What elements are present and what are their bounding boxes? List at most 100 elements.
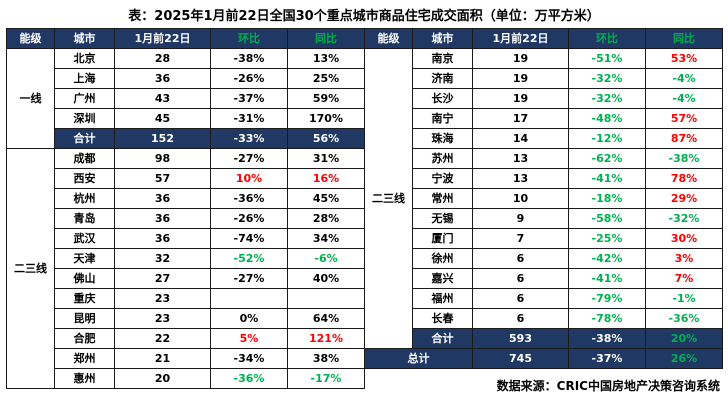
city-cell: 南宁 xyxy=(412,108,473,129)
yoy-cell: 87% xyxy=(645,128,723,149)
table-row: 深圳 45 -31% 170% xyxy=(7,108,365,129)
value-cell: 98 xyxy=(114,148,211,169)
yoy-cell: -6% xyxy=(287,248,365,269)
mom-cell: -78% xyxy=(568,308,646,329)
city-cell: 苏州 xyxy=(412,148,473,169)
subtotal-row: 合计 593 -38% 20% xyxy=(365,328,723,349)
value-cell: 43 xyxy=(114,88,211,109)
value-cell: 36 xyxy=(114,208,211,229)
city-cell: 珠海 xyxy=(412,128,473,149)
yoy-cell: 26% xyxy=(645,348,723,369)
yoy-cell: 45% xyxy=(287,188,365,209)
table-row: 长沙 19 -32% -4% xyxy=(365,88,723,109)
value-cell: 19 xyxy=(472,88,569,109)
column-header: 1月前22日 xyxy=(114,28,211,49)
mom-cell: -58% xyxy=(568,208,646,229)
yoy-cell: -4% xyxy=(645,68,723,89)
mom-cell: -74% xyxy=(210,228,288,249)
table-row: 合肥 22 5% 121% xyxy=(7,328,365,349)
value-cell: 23 xyxy=(114,288,211,309)
city-cell: 上海 xyxy=(54,68,115,89)
mom-cell: -27% xyxy=(210,148,288,169)
yoy-cell: 34% xyxy=(287,228,365,249)
yoy-cell: 57% xyxy=(645,108,723,129)
yoy-cell: 40% xyxy=(287,268,365,289)
value-cell: 32 xyxy=(114,248,211,269)
yoy-cell: 59% xyxy=(287,88,365,109)
mom-cell: -26% xyxy=(210,68,288,89)
value-cell: 23 xyxy=(114,308,211,329)
value-cell: 13 xyxy=(472,148,569,169)
table-row: 青岛 36 -26% 28% xyxy=(7,208,365,229)
report-page: 表：2025年1月前22日全国30个重点城市商品住宅成交面积（单位：万平方米） … xyxy=(6,9,723,393)
value-cell: 19 xyxy=(472,68,569,89)
yoy-cell: 170% xyxy=(287,108,365,129)
data-source: 数据来源：CRIC中国房地产决策咨询系统 xyxy=(496,379,720,393)
city-cell: 长沙 xyxy=(412,88,473,109)
table-row: 佛山 27 -27% 40% xyxy=(7,268,365,289)
yoy-cell: 64% xyxy=(287,308,365,329)
mom-cell: -38% xyxy=(210,48,288,69)
yoy-cell: 28% xyxy=(287,208,365,229)
mom-cell: -32% xyxy=(568,68,646,89)
table-row: 无锡 9 -58% -32% xyxy=(365,208,723,229)
mom-cell: -34% xyxy=(210,348,288,369)
yoy-cell: -38% xyxy=(645,148,723,169)
city-cell: 西安 xyxy=(54,168,115,189)
table-row: 厦门 7 -25% 30% xyxy=(365,228,723,249)
table-row: 常州 10 -18% 29% xyxy=(365,188,723,209)
column-header: 同比 xyxy=(645,28,723,49)
yoy-cell: -1% xyxy=(645,288,723,309)
city-cell: 总计 xyxy=(364,348,473,369)
column-header: 同比 xyxy=(287,28,365,49)
value-cell: 13 xyxy=(472,168,569,189)
yoy-cell: 38% xyxy=(287,348,365,369)
table-row: 珠海 14 -12% 87% xyxy=(365,128,723,149)
city-cell: 福州 xyxy=(412,288,473,309)
value-cell: 28 xyxy=(114,48,211,69)
city-cell: 广州 xyxy=(54,88,115,109)
mom-cell: -12% xyxy=(568,128,646,149)
value-cell: 9 xyxy=(472,208,569,229)
yoy-cell: 13% xyxy=(287,48,365,69)
mom-cell: -48% xyxy=(568,108,646,129)
column-header: 城市 xyxy=(54,28,115,49)
city-cell: 武汉 xyxy=(54,228,115,249)
table-row: 昆明 23 0% 64% xyxy=(7,308,365,329)
yoy-cell: -36% xyxy=(645,308,723,329)
mom-cell: -26% xyxy=(210,208,288,229)
yoy-cell: -4% xyxy=(645,88,723,109)
table-row: 重庆 23 xyxy=(7,288,365,309)
mom-cell: -38% xyxy=(568,328,646,349)
yoy-cell: 3% xyxy=(645,248,723,269)
mom-cell: -36% xyxy=(210,368,288,389)
city-cell: 深圳 xyxy=(54,108,115,129)
table-row: 上海 36 -26% 25% xyxy=(7,68,365,89)
table-row: 南宁 17 -48% 57% xyxy=(365,108,723,129)
value-cell: 36 xyxy=(114,68,211,89)
city-cell: 昆明 xyxy=(54,308,115,329)
table-row: 郑州 21 -34% 38% xyxy=(7,348,365,369)
value-cell: 17 xyxy=(472,108,569,129)
subtotal-row: 合计 152 -33% 56% xyxy=(7,128,365,149)
city-cell: 嘉兴 xyxy=(412,268,473,289)
column-header: 环比 xyxy=(568,28,646,49)
table-header: 能级 城市 1月前22日 环比 同比 xyxy=(6,28,365,49)
mom-cell: -27% xyxy=(210,268,288,289)
value-cell: 36 xyxy=(114,188,211,209)
value-cell: 57 xyxy=(114,168,211,189)
mom-cell: -37% xyxy=(210,88,288,109)
city-cell: 合计 xyxy=(54,128,115,149)
city-cell: 合计 xyxy=(412,328,473,349)
column-header: 环比 xyxy=(210,28,288,49)
table-header: 能级 城市 1月前22日 环比 同比 xyxy=(364,28,723,49)
table-row: 杭州 36 -36% 45% xyxy=(7,188,365,209)
city-cell: 合肥 xyxy=(54,328,115,349)
yoy-cell: 7% xyxy=(645,268,723,289)
table-row: 二三线 南京 19 -51% 53% xyxy=(364,48,723,349)
mom-cell: -18% xyxy=(568,188,646,209)
mom-cell: -31% xyxy=(210,108,288,129)
yoy-cell: -17% xyxy=(287,368,365,389)
value-cell: 20 xyxy=(114,368,211,389)
value-cell: 7 xyxy=(472,228,569,249)
